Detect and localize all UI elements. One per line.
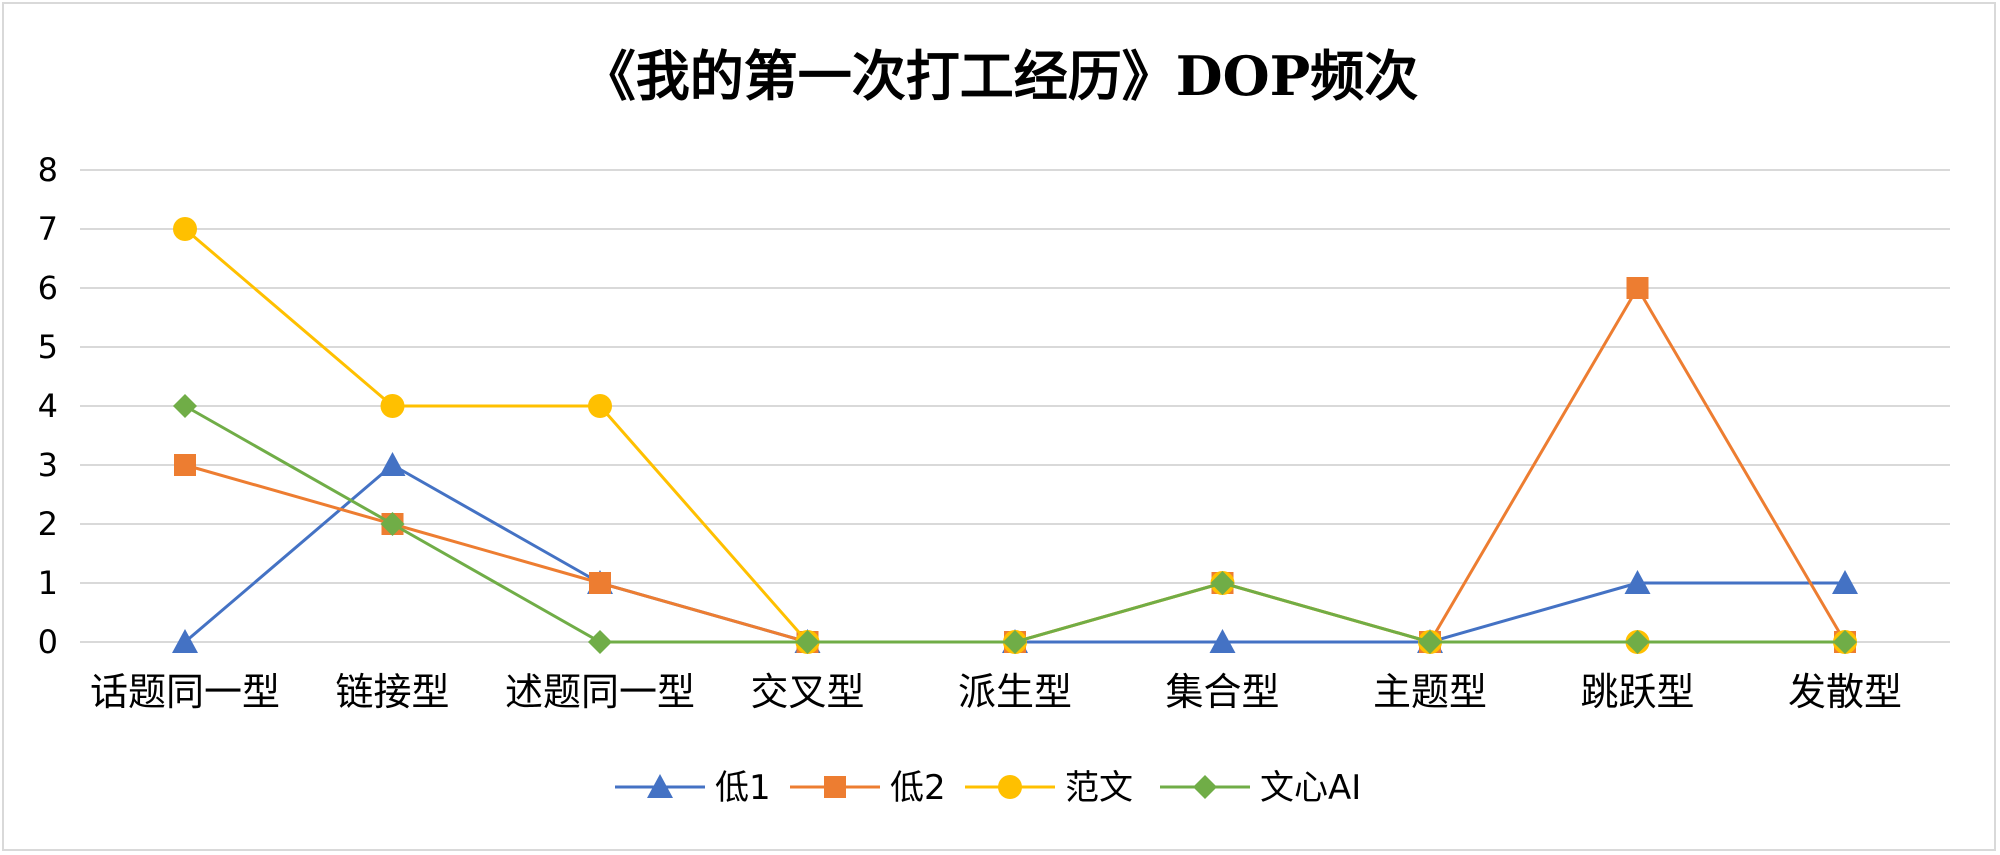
series-2 (173, 217, 1857, 654)
legend-item: 文心AI (1160, 768, 1361, 808)
y-tick-label: 5 (38, 328, 58, 366)
legend-item: 低2 (790, 768, 946, 808)
y-tick-label: 7 (38, 210, 58, 248)
data-point (1625, 630, 1650, 654)
legend-item: 范文 (965, 768, 1133, 808)
legend-label: 范文 (1065, 768, 1133, 808)
legend-marker (824, 776, 846, 798)
legend-label: 文心AI (1260, 768, 1361, 808)
y-tick-label: 4 (38, 387, 58, 425)
data-point (379, 452, 406, 476)
data-point (380, 512, 405, 536)
y-tick-label: 2 (38, 505, 58, 543)
chart-title: 《我的第一次打工经历》DOP频次 (582, 44, 1418, 108)
series-line (184, 227, 1845, 644)
series-group (172, 217, 1858, 654)
x-tick-label: 链接型 (335, 670, 449, 714)
legend-item: 低1 (615, 768, 771, 808)
data-point (1003, 630, 1027, 654)
data-point (1832, 570, 1858, 594)
series-3 (173, 394, 1857, 654)
data-point (173, 217, 197, 241)
data-point (174, 454, 196, 476)
y-axis-ticks: 0 1 2 3 4 5 6 7 8 (38, 151, 58, 661)
x-tick-label: 述题同一型 (505, 670, 695, 714)
y-tick-label: 8 (38, 151, 58, 189)
y-tick-label: 6 (38, 269, 58, 307)
data-point (1833, 630, 1857, 654)
data-point (795, 630, 820, 654)
x-tick-label: 主题型 (1373, 670, 1487, 714)
gridlines (80, 169, 1950, 643)
x-axis-ticks: 话题同一型 链接型 述题同一型 交叉型 派生型 集合型 主题型 跳跃型 发散型 (90, 670, 1902, 714)
data-point (1209, 629, 1236, 653)
legend-marker (1193, 775, 1217, 799)
data-point (1210, 571, 1235, 595)
series-0 (172, 452, 1858, 653)
x-tick-label: 交叉型 (750, 670, 864, 714)
legend: 低1 低2 范文 文心AI (615, 768, 1361, 808)
data-point (588, 630, 612, 654)
data-point (1624, 570, 1651, 594)
data-point (173, 394, 197, 418)
x-tick-label: 派生型 (958, 670, 1072, 714)
series-line (184, 463, 1845, 644)
legend-label: 低2 (890, 768, 946, 808)
data-point (172, 629, 198, 653)
y-tick-label: 3 (38, 446, 58, 484)
x-tick-label: 集合型 (1165, 670, 1279, 714)
data-point (589, 572, 611, 594)
data-point (588, 394, 612, 418)
data-point (1418, 630, 1442, 654)
data-point (380, 394, 405, 418)
legend-marker (647, 774, 673, 798)
y-tick-label: 1 (38, 564, 58, 602)
legend-marker (998, 775, 1022, 799)
x-tick-label: 跳跃型 (1580, 670, 1694, 714)
legend-label: 低1 (715, 768, 771, 808)
data-point (1626, 277, 1649, 299)
x-tick-label: 发散型 (1788, 670, 1902, 714)
x-tick-label: 话题同一型 (90, 670, 280, 714)
y-tick-label: 0 (38, 623, 58, 661)
